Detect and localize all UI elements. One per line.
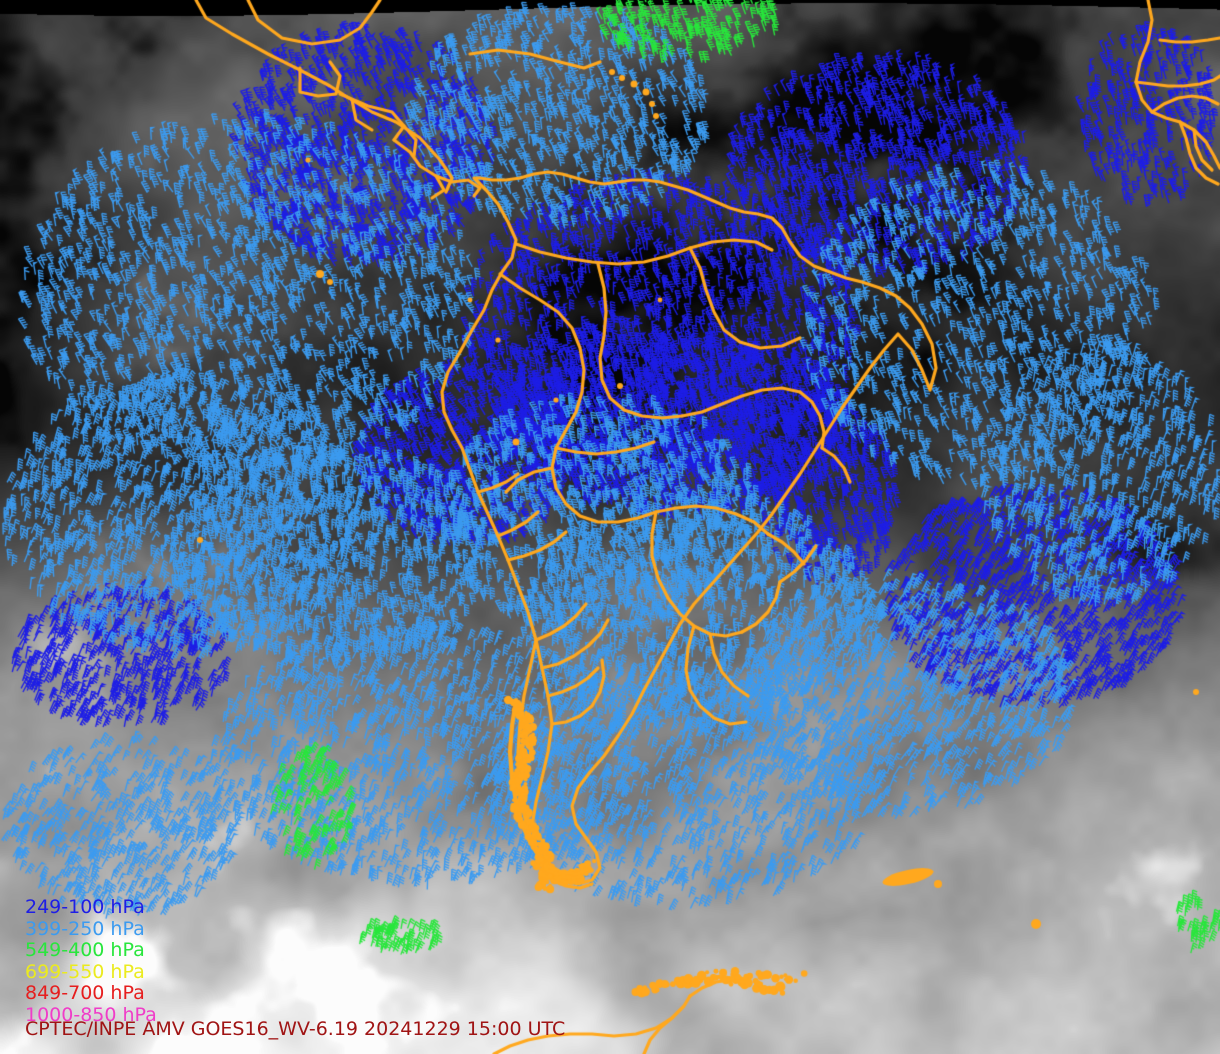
legend-item-4: 699-550 hPa (25, 960, 145, 983)
legend-item-5: 849-700 hPa (25, 982, 145, 1004)
legend-item-3: 549-400 hPa (25, 939, 145, 961)
legend-item-6: 1000-850 hPa (25, 1003, 157, 1026)
pressure-legend: 249-100 hPa 399-250 hPa 549-400 hPa 699-550… (25, 896, 157, 1026)
product-caption: CPTEC/INPE AMV GOES16_WV-6.19 20241229 1… (25, 1018, 566, 1040)
legend-item-2: 399-250 hPa (25, 917, 145, 940)
legend-item-1: 249-100 hPa (25, 896, 145, 918)
